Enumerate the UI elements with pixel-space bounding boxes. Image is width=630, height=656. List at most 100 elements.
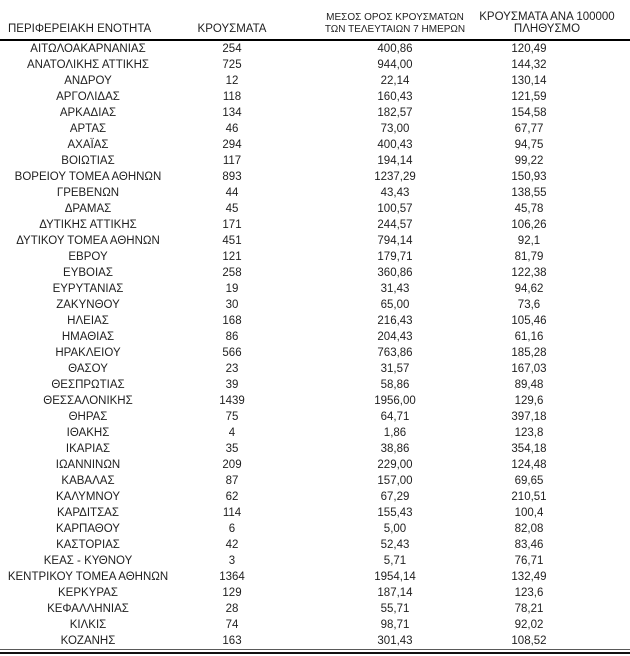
table-header-row: ΠΕΡΙΦΕΡΕΙΑΚΗ ΕΝΟΤΗΤΑ ΚΡΟΥΣΜΑΤΑ ΜΕΣΟΣ ΟΡΟ… [0,0,630,41]
table-row: ΑΝΔΡΟΥ 12 22,14 130,14 [0,73,630,89]
column-header-region: ΠΕΡΙΦΕΡΕΙΑΚΗ ΕΝΟΤΗΤΑ [0,0,176,41]
cell-region: ΚΑΡΔΙΤΣΑΣ [57,507,119,519]
cell-region: ΑΡΚΑΔΙΑΣ [59,107,117,119]
cell-avg_7day: 5,00 [383,523,407,535]
cell-region: ΚΟΖΑΝΗΣ [0,633,176,650]
cell-per_100k: 123,6 [514,587,544,599]
cell-cases: 566 [222,347,242,359]
cell-region: ΔΥΤΙΚΟΥ ΤΟΜΕΑ ΑΘΗΝΩΝ [16,235,160,247]
cell-region: ΘΕΣΠΡΩΤΙΑΣ [51,379,125,391]
cell-region: ΚΑΒΑΛΑΣ [61,475,115,487]
cell-per_100k: 132,49 [511,571,547,583]
cell-avg_7day: 100,57 [377,203,413,215]
cell-avg_7day: 204,43 [377,331,413,343]
cell-avg_7day: 52,43 [380,539,410,551]
cell-cases: 171 [222,219,242,231]
table-row: ΖΑΚΥΝΘΟΥ 30 65,00 73,6 [0,297,630,313]
table-row: ΑΙΤΩΛΟΑΚΑΡΝΑΝΙΑΣ 254 400,86 120,49 [0,40,630,57]
column-header-cases: ΚΡΟΥΣΜΑΤΑ [176,0,288,41]
column-header-7day-average: ΜΕΣΟΣ ΟΡΟΣ ΚΡΟΥΣΜΑΤΩΝ ΤΩΝ ΤΕΛΕΥΤΑΙΩΝ 7 Η… [288,0,468,41]
table-row: ΑΡΓΟΛΙΔΑΣ 118 160,43 121,59 [0,89,630,105]
cell-cases: 4 [228,427,236,439]
cell-avg_7day: 73,00 [380,123,410,135]
cell-per_100k: 45,78 [514,203,544,215]
table-row: ΗΜΑΘΙΑΣ 86 204,43 61,16 [0,329,630,345]
cell-cases: 1364 [219,571,245,583]
cell-region: ΕΥΒΟΙΑΣ [63,267,113,279]
cell-per_100k: 129,6 [514,395,544,407]
table-row: ΔΥΤΙΚΗΣ ΑΤΤΙΚΗΣ 171 244,57 106,26 [0,217,630,233]
cell-region: ΔΡΑΜΑΣ [64,203,112,215]
cell-avg_7day: 155,43 [377,507,413,519]
cell-avg_7day: 1237,29 [374,171,416,183]
cell-per_100k: 397,18 [511,411,547,423]
table-row: ΙΘΑΚΗΣ 4 1,86 123,8 [0,425,630,441]
table-row: ΚΑΛΥΜΝΟΥ 62 67,29 210,51 [0,489,630,505]
cell-region: ΚΑΡΠΑΘΟΥ [56,523,120,535]
cell-per_100k: 89,48 [514,379,544,391]
cell-per_100k: 144,32 [511,59,547,71]
cell-per_100k: 94,62 [514,283,544,295]
cell-region: ΑΝΔΡΟΥ [64,75,112,87]
cell-avg_7day: 301,43 [288,633,468,650]
cell-cases: 117 [222,155,242,167]
cell-region: ΙΩΑΝΝΙΝΩΝ [55,459,121,471]
table-row: ΘΕΣΠΡΩΤΙΑΣ 39 58,86 89,48 [0,377,630,393]
cell-avg_7day: 64,71 [380,411,410,423]
table-row: ΒΟΙΩΤΙΑΣ 117 194,14 99,22 [0,153,630,169]
table-row: ΚΑΡΠΑΘΟΥ 6 5,00 82,08 [0,521,630,537]
cell-per_100k: 167,03 [511,363,547,375]
cell-region: ΚΑΣΤΟΡΙΑΣ [56,539,120,551]
cell-avg_7day: 179,71 [377,251,413,263]
table-row: ΘΕΣΣΑΛΟΝΙΚΗΣ 1439 1956,00 129,6 [0,393,630,409]
cell-avg_7day: 58,86 [380,379,410,391]
table-row: ΔΡΑΜΑΣ 45 100,57 45,78 [0,201,630,217]
cell-cases: 6 [228,523,236,535]
table-row: ΒΟΡΕΙΟΥ ΤΟΜΕΑ ΑΘΗΝΩΝ 893 1237,29 150,93 [0,169,630,185]
cell-cases: 46 [225,123,239,135]
cell-cases: 725 [222,59,242,71]
table-header: ΠΕΡΙΦΕΡΕΙΑΚΗ ΕΝΟΤΗΤΑ ΚΡΟΥΣΜΑΤΑ ΜΕΣΟΣ ΟΡΟ… [0,0,630,41]
cell-region: ΓΡΕΒΕΝΩΝ [56,187,120,199]
cell-per_100k: 106,26 [511,219,547,231]
cell-cases: 86 [225,331,239,343]
column-header-per-100000: ΚΡΟΥΣΜΑΤΑ ΑΝΑ 100000 ΠΛΗΘΥΣΜΟ [468,0,630,41]
table-row: ΚΑΣΤΟΡΙΑΣ 42 52,43 83,46 [0,537,630,553]
cell-per_100k: 105,46 [511,315,547,327]
table-row: ΔΥΤΙΚΟΥ ΤΟΜΕΑ ΑΘΗΝΩΝ 451 794,14 92,1 [0,233,630,249]
cell-cases: 134 [222,107,242,119]
cell-cases: 12 [225,75,239,87]
cell-region: ΚΕΑΣ - ΚΥΘΝΟΥ [43,555,133,567]
cell-region: ΚΑΛΥΜΝΟΥ [56,491,120,503]
cell-per_100k: 94,75 [514,139,544,151]
table-row: ΙΚΑΡΙΑΣ 35 38,86 354,18 [0,441,630,457]
cell-region: ΘΗΡΑΣ [68,411,108,423]
cell-avg_7day: 944,00 [377,59,413,71]
cell-avg_7day: 1,86 [383,427,407,439]
cell-avg_7day: 216,43 [377,315,413,327]
cell-per_100k: 154,58 [511,107,547,119]
cell-avg_7day: 194,14 [377,155,413,167]
cell-avg_7day: 22,14 [380,75,410,87]
cell-per_100k: 120,49 [511,43,547,55]
cell-cases: 3 [228,555,236,567]
table-row: ΘΑΣΟΥ 23 31,57 167,03 [0,361,630,377]
cell-per_100k: 99,22 [514,155,544,167]
cell-region: ΑΡΓΟΛΙΔΑΣ [56,91,120,103]
cell-cases: 121 [222,251,242,263]
cell-cases: 254 [222,43,242,55]
table-row: ΓΡΕΒΕΝΩΝ 44 43,43 138,55 [0,185,630,201]
cell-avg_7day: 244,57 [377,219,413,231]
cell-avg_7day: 98,71 [380,619,410,631]
cell-region: ΑΧΑΪΑΣ [67,139,109,151]
cell-per_100k: 81,79 [514,251,544,263]
cell-region: ΚΕΦΑΛΛΗΝΙΑΣ [47,603,129,615]
cell-per_100k: 138,55 [511,187,547,199]
cell-cases: 258 [222,267,242,279]
cell-cases: 23 [225,363,239,375]
column-header-per-100000-line2: ΠΛΗΘΥΣΜΟ [513,23,581,35]
cell-avg_7day: 31,57 [380,363,410,375]
cell-avg_7day: 43,43 [380,187,410,199]
cell-per_100k: 61,16 [514,331,544,343]
